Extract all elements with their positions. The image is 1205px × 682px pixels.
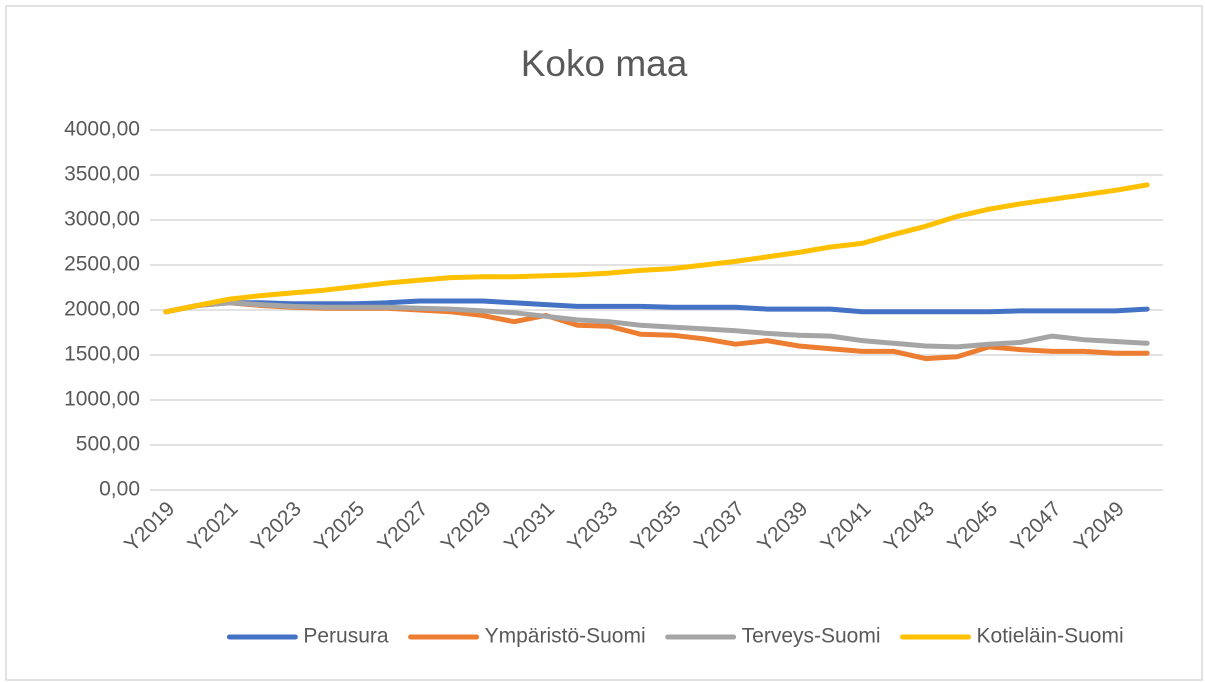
y-tick-label: 1500,00	[64, 343, 140, 366]
y-tick-label: 2500,00	[64, 253, 140, 276]
legend-label: Terveys-Suomi	[742, 625, 881, 648]
y-tick-label: 2000,00	[64, 298, 140, 321]
legend-label: Ympäristö-Suomi	[485, 625, 646, 648]
series-line	[163, 182, 1150, 315]
y-tick-label: 1000,00	[64, 388, 140, 411]
legend-label: Kotieläin-Suomi	[977, 625, 1124, 648]
legend-label: Perusura	[303, 625, 389, 648]
y-tick-label: 0,00	[99, 478, 140, 501]
y-tick-label: 4000,00	[64, 118, 140, 141]
chart-title: Koko maa	[521, 43, 688, 84]
y-tick-label: 500,00	[76, 433, 140, 456]
y-tick-label: 3000,00	[64, 208, 140, 231]
series-line	[163, 300, 1150, 350]
y-tick-label: 3500,00	[64, 163, 140, 186]
series-line	[163, 298, 1150, 315]
